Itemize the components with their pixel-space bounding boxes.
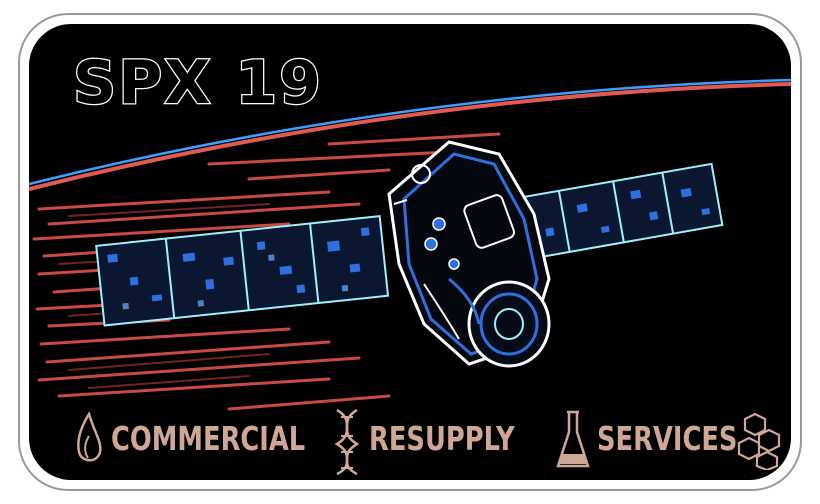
flask-icon — [556, 410, 590, 468]
commercial-label: COMMERCIAL — [111, 419, 306, 458]
services-label: SERVICES — [597, 419, 738, 458]
resupply-label: RESUPPLY — [369, 419, 515, 458]
footer-banner: COMMERCIAL RESUPPLY SERVICES — [69, 406, 781, 480]
hexagon-molecule-icon — [737, 412, 781, 470]
mission-title: SPX 19 — [72, 47, 323, 120]
left-solar-array — [95, 215, 390, 327]
patch-artwork — [29, 78, 791, 411]
flame-icon — [77, 412, 102, 462]
horizon-red-arc — [29, 82, 791, 191]
mission-patch: SPX 19 COMMERCIAL RESUPPLY SERVICES — [29, 24, 791, 480]
patch-outline — [18, 13, 802, 491]
dragon-capsule — [387, 140, 551, 368]
dna-helix-icon — [334, 408, 360, 476]
right-solar-array — [503, 162, 724, 263]
horizon-blue-arc — [29, 78, 791, 186]
